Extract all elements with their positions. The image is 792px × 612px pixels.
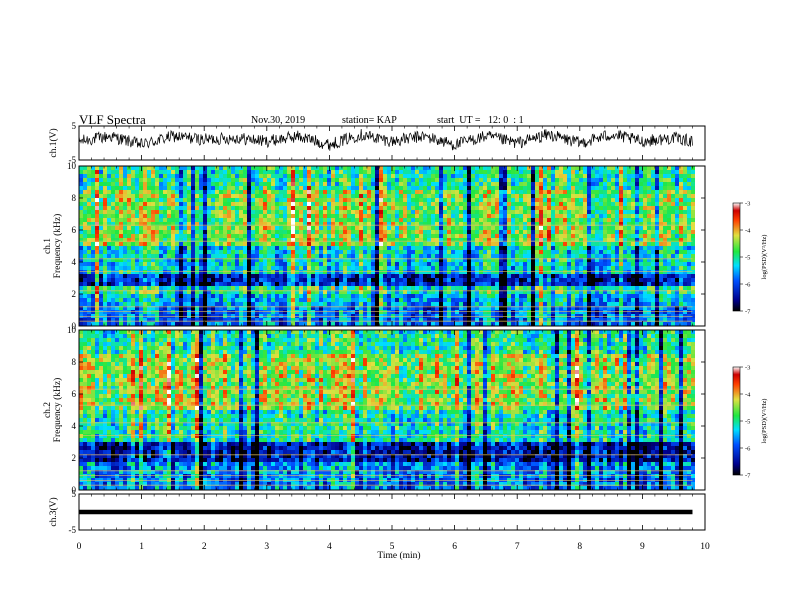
- ch1-waveform-trace: [78, 128, 693, 151]
- ch3-waveform-tick-label: 5: [72, 489, 77, 499]
- ch1-spectrogram-tick-label: 2: [72, 289, 77, 299]
- ch2-spectrogram-tick-label: 2: [72, 453, 77, 463]
- ch2-spectrogram-colorbar-tick-label: -5: [745, 419, 750, 426]
- ch1-spectrogram-colorbar-tick-label: -6: [745, 282, 751, 289]
- x-axis-ticks: [78, 330, 706, 490]
- x-tick-label: 0: [77, 542, 82, 552]
- chart-station: station= KAP: [342, 115, 397, 126]
- chart-start-time: start UT = 12: 0 : 1: [437, 115, 524, 126]
- ch2-spectrogram-cells: [79, 330, 695, 490]
- ch1-spectrogram-tick-label: 10: [67, 161, 77, 171]
- x-tick-label: 3: [264, 542, 269, 552]
- ch1-spectrogram-colorbar-tick-label: -4: [745, 228, 751, 235]
- x-axis-ticks: [78, 494, 706, 530]
- ch2-spectrogram-ylabel-line-1: Frequency (kHz): [52, 378, 63, 443]
- ch1-spectrogram-tone-lines: [79, 224, 693, 322]
- ch2-spectrogram-tick-label: 4: [72, 421, 77, 431]
- ch2-spectrogram: [78, 329, 706, 491]
- x-tick-label: 5: [390, 542, 395, 552]
- ch1-spectrogram-ylabel-line-0: ch.1: [43, 238, 53, 254]
- ch3-waveform-ylabel: ch.3(V): [48, 497, 59, 526]
- x-tick-label: 2: [202, 542, 207, 552]
- x-axis-label: Time (min): [377, 550, 420, 561]
- x-tick-label: 1: [139, 542, 144, 552]
- x-tick-label: 7: [515, 542, 520, 552]
- x-tick-label: 6: [452, 542, 457, 552]
- ch1-spectrogram: [78, 165, 706, 327]
- ch2-spectrogram-colorbar-tick-label: -6: [745, 446, 751, 453]
- ch1-spectrogram-tick-label: 8: [72, 193, 77, 203]
- ch3-waveform-tick-label: -5: [69, 525, 77, 535]
- x-axis-ticks: [78, 126, 706, 160]
- ch2-spectrogram-tick-label: 8: [72, 357, 77, 367]
- ch1-waveform-ylabel: ch.1(V): [48, 128, 59, 157]
- ch1-spectrogram-colorbar-label: log(PSD)(V²/Hz): [761, 235, 768, 280]
- ch2-spectrogram-colorbar-tick-label: -4: [745, 392, 751, 399]
- chart-date: Nov.30, 2019: [251, 115, 306, 126]
- ch2-spectrogram-tone-lines: [79, 388, 693, 486]
- ch1-spectrogram-colorbar-tick-label: -7: [745, 309, 751, 316]
- ch1-spectrogram-colorbar-tick-label: -5: [745, 255, 750, 262]
- ch2-spectrogram-tick-label: 6: [72, 389, 77, 399]
- x-tick-label: 4: [327, 542, 332, 552]
- ch2-spectrogram-ylabel-line-0: ch.2: [43, 402, 53, 418]
- ch1-waveform-tick-label: 5: [72, 121, 77, 131]
- ch2-spectrogram-tick-label: 0: [72, 485, 77, 495]
- chart-title: VLF Spectra: [79, 112, 146, 127]
- ch1-spectrogram-cells: [79, 166, 695, 326]
- ch1-spectrogram-tick-label: 4: [72, 257, 77, 267]
- x-tick-label: 8: [577, 542, 582, 552]
- ch2-spectrogram-colorbar-label: log(PSD)(V²/Hz): [761, 399, 768, 444]
- ch1-spectrogram-ylabel-line-1: Frequency (kHz): [52, 214, 63, 279]
- ch1-waveform-tick-label: -5: [69, 155, 77, 165]
- ch1-spectrogram-colorbar: [732, 202, 741, 312]
- ch2-spectrogram-colorbar: [732, 366, 741, 476]
- ch1-spectrogram-tick-label: 6: [72, 225, 77, 235]
- ch1-waveform: [78, 125, 706, 161]
- x-tick-label: 9: [640, 542, 645, 552]
- x-tick-label: 10: [700, 542, 710, 552]
- ch1-spectrogram-tick-label: 0: [72, 321, 77, 331]
- ch2-spectrogram-colorbar-tick-label: -7: [745, 473, 751, 480]
- ch2-spectrogram-tick-label: 10: [67, 325, 77, 335]
- x-axis-ticks: [78, 166, 706, 326]
- ch3-waveform: [78, 493, 706, 531]
- ch1-spectrogram-colorbar-tick-label: -3: [745, 201, 750, 208]
- ch2-spectrogram-colorbar-tick-label: -3: [745, 365, 750, 372]
